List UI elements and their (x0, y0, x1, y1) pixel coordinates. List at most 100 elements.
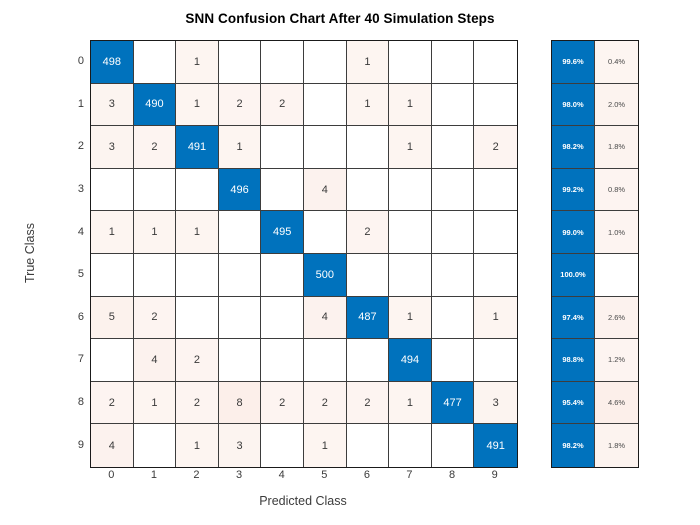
row-summary-incorrect-cell (595, 253, 638, 297)
matrix-cell: 3 (218, 424, 262, 467)
matrix-cell: 1 (346, 41, 390, 84)
matrix-cell: 1 (474, 296, 517, 340)
matrix-cell (261, 424, 304, 467)
matrix-cell (261, 296, 304, 340)
matrix-cell: 1 (176, 211, 219, 254)
row-summary-correct-cell: 98.2% (552, 126, 595, 169)
matrix-cell-diagonal: 495 (261, 211, 304, 254)
matrix-cell: 1 (133, 381, 177, 425)
y-tick-label: 6 (77, 310, 84, 323)
matrix-cell: 1 (389, 296, 432, 340)
matrix-cell (261, 253, 304, 297)
matrix-cell-diagonal: 494 (389, 339, 432, 382)
matrix-cell (218, 339, 262, 382)
matrix-cell (261, 41, 304, 84)
matrix-cell (474, 211, 517, 254)
y-tick-label: 0 (77, 55, 84, 68)
matrix-cell: 1 (389, 381, 432, 425)
row-summary-incorrect-cell: 1.8% (595, 126, 638, 169)
matrix-cell (346, 424, 390, 467)
matrix-cell (431, 83, 475, 127)
matrix-cell (261, 168, 304, 212)
row-summary-correct-cell: 99.0% (552, 211, 595, 254)
row-summary-incorrect-cell: 0.4% (595, 41, 638, 84)
matrix-cell (346, 253, 390, 297)
matrix-cell: 3 (91, 126, 134, 169)
matrix-cell-diagonal: 491 (176, 126, 219, 169)
matrix-cell: 4 (303, 296, 347, 340)
matrix-cell (303, 126, 347, 169)
matrix-cell (431, 253, 475, 297)
x-tick-label: 9 (491, 469, 498, 481)
chart-title: SNN Confusion Chart After 40 Simulation … (185, 11, 495, 26)
matrix-cell (474, 41, 517, 84)
row-summary-correct-cell: 100.0% (552, 253, 595, 297)
matrix-cell: 2 (218, 83, 262, 127)
matrix-cell (303, 83, 347, 127)
x-tick-label: 2 (193, 469, 200, 481)
matrix-cell: 5 (91, 296, 134, 340)
matrix-cell: 2 (303, 381, 347, 425)
matrix-cell (303, 339, 347, 382)
row-summary-incorrect-cell: 2.6% (595, 296, 638, 340)
matrix-cell: 1 (389, 126, 432, 169)
matrix-cell (91, 168, 134, 212)
row-summary-incorrect-cell: 1.8% (595, 424, 638, 467)
matrix-cell (431, 41, 475, 84)
matrix-cell (133, 168, 177, 212)
matrix-cell: 1 (218, 126, 262, 169)
matrix-cell (389, 41, 432, 84)
matrix-cell (303, 211, 347, 254)
matrix-cell: 1 (346, 83, 390, 127)
matrix-cell (389, 168, 432, 212)
row-summary-correct-cell: 99.2% (552, 168, 595, 212)
matrix-cell-diagonal: 498 (91, 41, 134, 84)
y-tick-label: 9 (77, 438, 84, 451)
y-tick-label: 5 (77, 268, 84, 281)
y-tick-label: 8 (77, 396, 84, 409)
y-tick-label: 3 (77, 183, 84, 196)
row-summary-grid: 99.6% 0.4% 98.0% 2.0% 98.2% 1.8% 99.2% 0.8% 99.0… (551, 40, 639, 468)
matrix-cell-diagonal: 491 (474, 424, 517, 467)
matrix-cell: 4 (303, 168, 347, 212)
matrix-cell: 1 (389, 83, 432, 127)
confusion-matrix-grid: 498 1 1 3 490 1 2 2 1 1 3 2 491 1 1 2 496 4 1 1 1 495 2 500 5 2 4 4… (90, 40, 518, 468)
matrix-cell (176, 168, 219, 212)
matrix-cell (389, 424, 432, 467)
row-summary-incorrect-cell: 0.8% (595, 168, 638, 212)
matrix-cell (346, 126, 390, 169)
matrix-cell: 2 (474, 126, 517, 169)
matrix-cell: 2 (346, 211, 390, 254)
matrix-cell: 1 (133, 211, 177, 254)
row-summary-incorrect-cell: 2.0% (595, 83, 638, 127)
row-summary-correct-cell: 97.4% (552, 296, 595, 340)
y-tick-label: 7 (77, 353, 84, 366)
matrix-cell: 2 (176, 381, 219, 425)
x-tick-label: 0 (108, 469, 115, 481)
matrix-cell-diagonal: 490 (133, 83, 177, 127)
matrix-cell (218, 41, 262, 84)
matrix-cell (346, 339, 390, 382)
y-tick-label: 4 (77, 225, 84, 238)
matrix-cell (218, 253, 262, 297)
x-tick-label: 7 (406, 469, 413, 481)
matrix-cell (91, 253, 134, 297)
matrix-cell: 2 (133, 126, 177, 169)
matrix-cell: 2 (133, 296, 177, 340)
matrix-cell (474, 168, 517, 212)
row-summary-incorrect-cell: 1.0% (595, 211, 638, 254)
y-tick-label: 2 (77, 140, 84, 153)
matrix-cell: 2 (176, 339, 219, 382)
matrix-cell-diagonal: 496 (218, 168, 262, 212)
matrix-cell (133, 424, 177, 467)
matrix-cell (431, 168, 475, 212)
x-tick-label: 4 (278, 469, 285, 481)
matrix-cell (474, 339, 517, 382)
matrix-cell (431, 211, 475, 254)
x-tick-label: 5 (321, 469, 328, 481)
matrix-cell: 1 (176, 83, 219, 127)
predicted-class-axis-label: Predicted Class (259, 494, 347, 508)
matrix-cell: 1 (91, 211, 134, 254)
x-tick-label: 1 (150, 469, 157, 481)
